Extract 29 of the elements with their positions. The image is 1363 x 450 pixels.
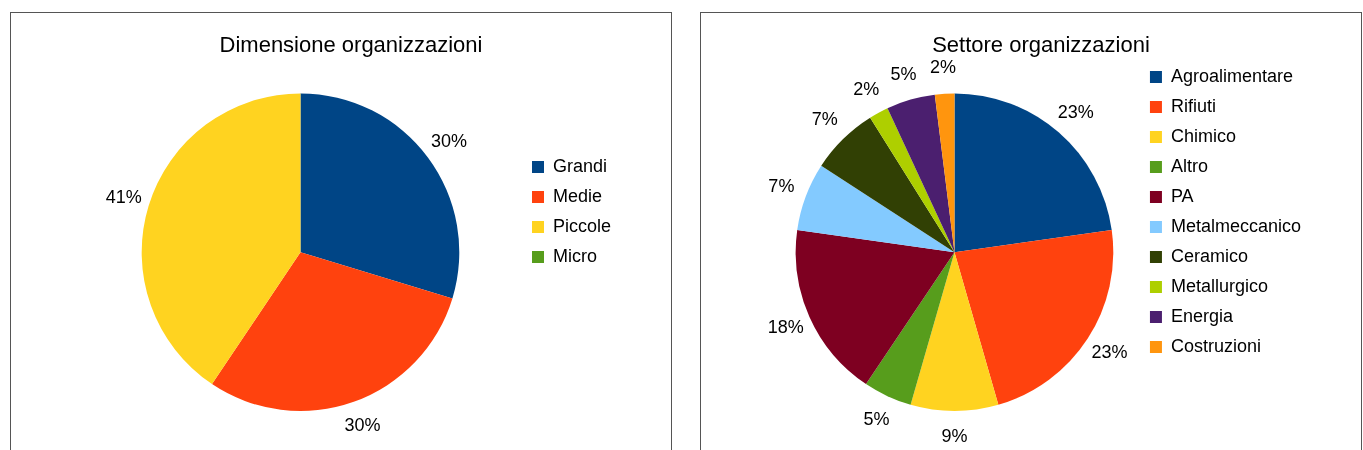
data-label: 7% <box>811 109 838 130</box>
legend-label: Altro <box>1170 155 1208 176</box>
legend-label: Piccole <box>552 215 612 236</box>
legend-label: PA <box>1170 185 1194 206</box>
data-label: 9% <box>941 425 968 446</box>
legend-label: Costruzioni <box>1170 335 1261 356</box>
legend-label: Energia <box>1170 305 1234 326</box>
data-label: 23% <box>1091 341 1128 362</box>
legend-label: Medie <box>552 185 603 206</box>
data-label: 2% <box>929 56 956 77</box>
legend-label: Metallurgico <box>1170 275 1268 296</box>
legend-label: Micro <box>552 245 597 266</box>
data-label: 2% <box>853 78 880 99</box>
legend-label: Grandi <box>552 155 608 176</box>
legend-label: Chimico <box>1170 125 1236 146</box>
legend-label: Rifiuti <box>1170 95 1216 116</box>
data-label: 18% <box>767 316 804 337</box>
data-label: 5% <box>863 408 890 429</box>
data-label: 41% <box>105 187 142 208</box>
legend-label: Metalmeccanico <box>1170 215 1302 236</box>
chart-title: Settore organizzazioni <box>932 32 1150 58</box>
data-label: 30% <box>344 415 381 436</box>
data-label: 5% <box>890 63 917 84</box>
chart-title: Dimensione organizzazioni <box>219 32 483 58</box>
data-label: 7% <box>768 176 795 197</box>
legend-label: Agroalimentare <box>1170 65 1294 86</box>
legend-label: Ceramico <box>1170 245 1248 266</box>
data-label: 30% <box>430 131 467 152</box>
data-label: 23% <box>1057 101 1094 122</box>
